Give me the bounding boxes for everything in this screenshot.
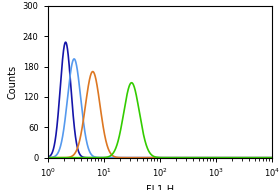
X-axis label: FL1-H: FL1-H xyxy=(146,185,174,190)
Y-axis label: Counts: Counts xyxy=(7,65,17,99)
